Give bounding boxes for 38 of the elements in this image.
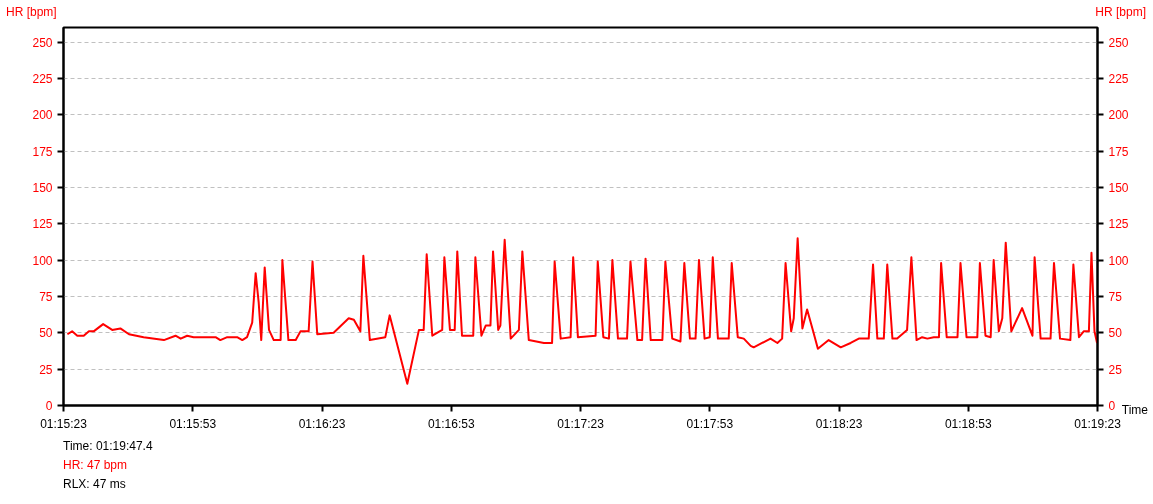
x-tick-label: 01:17:53	[686, 416, 734, 431]
y-tick-label: 150	[32, 180, 53, 195]
x-tick-label: 01:17:23	[557, 416, 605, 431]
x-tick-label: 01:15:23	[40, 416, 88, 431]
text: Time: 01:19:47.4	[63, 438, 153, 455]
y2-tick-label: 75	[1108, 289, 1123, 304]
y-tick-label: 100	[32, 253, 53, 268]
y-tick-label: 175	[32, 144, 53, 159]
y-axis-title: HR [bpm]	[6, 4, 57, 21]
y-tick-label: 75	[39, 289, 53, 304]
line-series	[66, 237, 1098, 385]
y-tick-label: 200	[32, 108, 53, 123]
text: HR: 47 bpm	[63, 457, 128, 474]
y2-tick-label: 225	[1108, 71, 1129, 86]
y-tick-label: 50	[39, 326, 53, 341]
y-tick-label: 25	[39, 362, 53, 377]
y2-tick-label: 50	[1108, 326, 1123, 341]
y2-tick-label: 150	[1108, 180, 1129, 195]
y2-tick-label: 125	[1108, 217, 1129, 232]
y2-tick-label: 25	[1108, 362, 1123, 377]
x-tick-label: 01:16:23	[298, 416, 346, 431]
y2-axis-title: HR [bpm]	[1095, 4, 1146, 21]
y2-tick-label: 250	[1108, 35, 1129, 50]
y2-tick-label: 0	[1108, 399, 1116, 413]
y-tick-label: 0	[45, 399, 53, 413]
y2-tick-label: 200	[1108, 108, 1129, 123]
y-tick-label: 125	[32, 217, 53, 232]
x-tick-label: 01:19:23	[1074, 416, 1122, 431]
text: RLX: 47 ms	[63, 476, 126, 493]
x-tick-label: 01:18:53	[944, 416, 992, 431]
x-tick-label: 01:15:53	[169, 416, 217, 431]
x-tick-label: 01:16:53	[427, 416, 475, 431]
y-tick-label: 250	[32, 35, 53, 50]
y2-tick-label: 100	[1108, 253, 1129, 268]
y2-tick-label: 175	[1108, 144, 1129, 159]
x-tick-label: 01:18:23	[815, 416, 863, 431]
y-tick-label: 225	[32, 71, 53, 86]
x-axis-title: Time	[1121, 402, 1148, 419]
